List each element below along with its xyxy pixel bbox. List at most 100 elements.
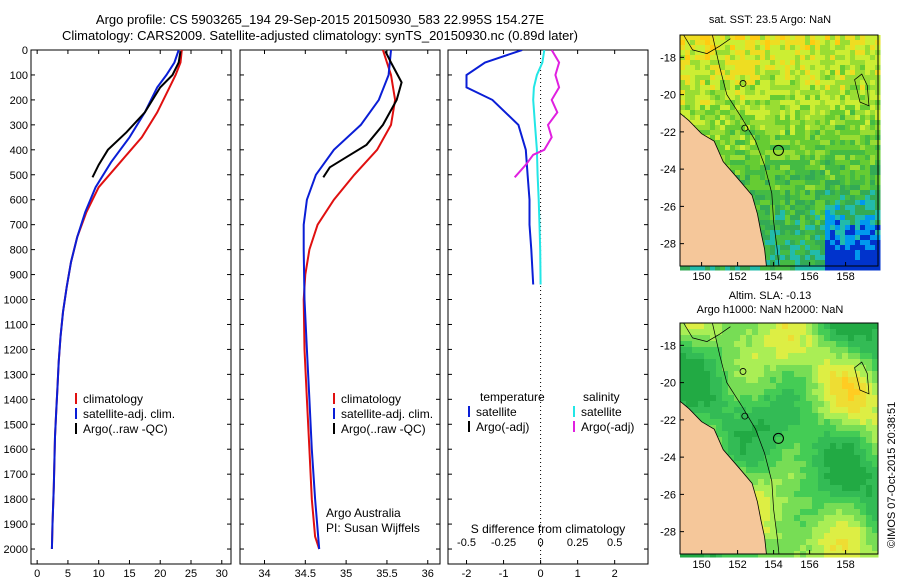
map-cell [780, 215, 786, 221]
map-cell [842, 353, 849, 360]
map-cell [860, 425, 867, 432]
map-cell [686, 401, 693, 408]
map-cell [765, 245, 771, 251]
map-cell [810, 185, 816, 191]
map-cell [830, 497, 837, 504]
map-cell [770, 341, 777, 348]
map-cell [780, 185, 786, 191]
map-cell [755, 55, 761, 61]
map-cell [776, 383, 783, 390]
map-cell [790, 225, 796, 231]
map-cell [700, 120, 706, 126]
map-cell [716, 347, 723, 354]
map-cell [770, 240, 776, 246]
sla-map-title-line1: Altim. SLA: -0.13 [728, 290, 812, 302]
map-cell [730, 65, 736, 71]
map-cell [745, 120, 751, 126]
map-cell [760, 45, 766, 51]
map-cell [695, 65, 701, 71]
map-cell [820, 40, 826, 46]
map-cell [794, 509, 801, 516]
x-tick-label: 0 [538, 568, 544, 580]
sst-map: 150 152 154 156 158-18-20-22-24-26-28 [660, 34, 881, 283]
map-cell [765, 85, 771, 91]
map-cell [710, 125, 716, 131]
map-cell [800, 40, 806, 46]
map-cell [865, 160, 871, 166]
map-cell [745, 70, 751, 76]
map-cell [735, 85, 741, 91]
map-cell [825, 100, 831, 106]
map-cell [820, 120, 826, 126]
map-cell [698, 407, 705, 414]
map-cell [830, 527, 837, 534]
map-cell [794, 359, 801, 366]
map-cell [860, 533, 867, 540]
map-cell [825, 145, 831, 151]
map-cell [785, 195, 791, 201]
map-cell [775, 110, 781, 116]
map-cell [865, 110, 871, 116]
map-cell [795, 175, 801, 181]
map-cell [785, 125, 791, 131]
map-cell [705, 70, 711, 76]
map-x-tick-label: 156 [800, 271, 818, 283]
map-cell [716, 401, 723, 408]
map-cell [800, 491, 807, 498]
map-cell [715, 110, 721, 116]
map-cell [765, 200, 771, 206]
map-cell [776, 359, 783, 366]
map-cell [734, 389, 741, 396]
map-cell [840, 90, 846, 96]
map-cell [840, 225, 846, 231]
map-cell [728, 371, 735, 378]
map-cell [680, 100, 686, 106]
map-cell [855, 225, 861, 231]
map-cell [848, 437, 855, 444]
map-cell [845, 125, 851, 131]
map-cell [800, 347, 807, 354]
map-cell [730, 130, 736, 136]
map-cell [725, 60, 731, 66]
map-cell [810, 230, 816, 236]
map-cell [855, 55, 861, 61]
map-cell [860, 395, 867, 402]
map-cell [800, 467, 807, 474]
map-cell [836, 527, 843, 534]
map-cell [810, 95, 816, 101]
map-cell [800, 425, 807, 432]
map-cell [815, 130, 821, 136]
map-cell [790, 75, 796, 81]
map-cell [760, 100, 766, 106]
map-cell [750, 65, 756, 71]
map-cell [695, 85, 701, 91]
map-cell [830, 110, 836, 116]
map-cell [680, 377, 687, 384]
map-cell [830, 389, 837, 396]
map-cell [854, 407, 861, 414]
map-cell [735, 95, 741, 101]
map-cell [800, 323, 807, 330]
map-cell [810, 155, 816, 161]
map-cell [704, 413, 711, 420]
map-cell [788, 365, 795, 372]
map-cell [872, 341, 879, 348]
sst-map-title: sat. SST: 23.5 Argo: NaN [708, 14, 832, 26]
map-cell [810, 70, 816, 76]
map-cell [746, 329, 753, 336]
map-cell [855, 200, 861, 206]
map-cell [790, 35, 796, 41]
map-cell [810, 235, 816, 241]
map-cell [835, 110, 841, 116]
map-cell [835, 205, 841, 211]
map-cell [765, 65, 771, 71]
map-cell [848, 383, 855, 390]
map-y-tick-label: -28 [660, 239, 676, 251]
map-cell [818, 479, 825, 486]
map-cell [800, 200, 806, 206]
map-cell [824, 425, 831, 432]
map-cell [775, 105, 781, 111]
x-tick-label: 5 [65, 568, 71, 580]
map-cell [740, 449, 747, 456]
map-cell [842, 365, 849, 372]
